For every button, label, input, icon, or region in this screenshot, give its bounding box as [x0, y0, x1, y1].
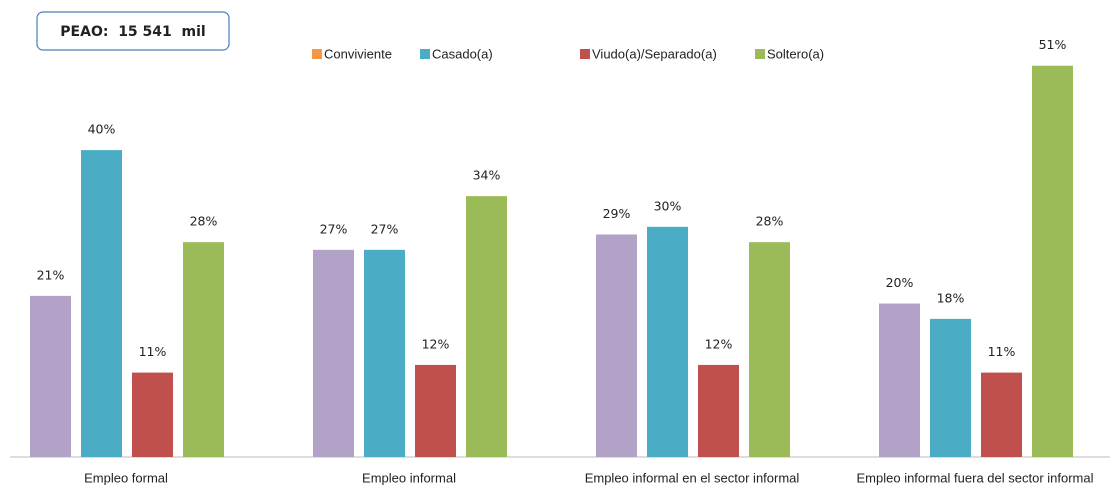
- bar: [132, 372, 173, 457]
- value-label: 18%: [937, 290, 965, 305]
- x-tick-label: Empleo informal: [362, 470, 456, 485]
- annotation-box: [36, 11, 230, 51]
- value-label: 21%: [37, 267, 65, 282]
- value-label: 12%: [705, 336, 733, 351]
- legend-marker: [420, 49, 430, 59]
- bar: [313, 249, 354, 457]
- x-tick-label: Empleo informal en el sector informal: [585, 470, 800, 485]
- value-label: 40%: [88, 122, 116, 137]
- bar: [466, 196, 507, 458]
- legend-label: Viudo(a)/Separado(a): [592, 46, 717, 61]
- bar: [81, 150, 122, 457]
- value-label: 30%: [654, 198, 682, 213]
- value-label: 29%: [603, 206, 631, 221]
- bar: [30, 295, 71, 457]
- bar: [1032, 65, 1073, 457]
- value-label: 27%: [371, 221, 399, 236]
- bar: [415, 364, 456, 457]
- bar: [981, 372, 1022, 457]
- bar: [698, 364, 739, 457]
- value-label: 11%: [139, 344, 167, 359]
- annotation: PEAO: 15 541 mil: [60, 24, 205, 40]
- bar: [879, 303, 920, 457]
- value-label: 51%: [1039, 37, 1067, 52]
- bar: [749, 242, 790, 457]
- legend-marker: [755, 49, 765, 59]
- legend-label: Casado(a): [432, 46, 493, 61]
- x-tick-label: Empleo informal fuera del sector informa…: [857, 470, 1094, 485]
- value-label: 11%: [988, 344, 1016, 359]
- x-tick-label: Empleo formal: [84, 470, 168, 485]
- value-label: 34%: [473, 168, 501, 183]
- legend-label: Soltero(a): [767, 46, 824, 61]
- legend-marker: [312, 49, 322, 59]
- bar: [596, 234, 637, 457]
- value-label: 28%: [756, 214, 784, 229]
- legend-label: Conviviente: [324, 46, 392, 61]
- value-label: 27%: [320, 221, 348, 236]
- value-label: 28%: [190, 214, 218, 229]
- legend-marker: [580, 49, 590, 59]
- bar: [930, 318, 971, 457]
- value-label: 12%: [422, 336, 450, 351]
- bar: [647, 226, 688, 457]
- bar: [364, 249, 405, 457]
- bar: [183, 242, 224, 457]
- value-label: 20%: [886, 275, 914, 290]
